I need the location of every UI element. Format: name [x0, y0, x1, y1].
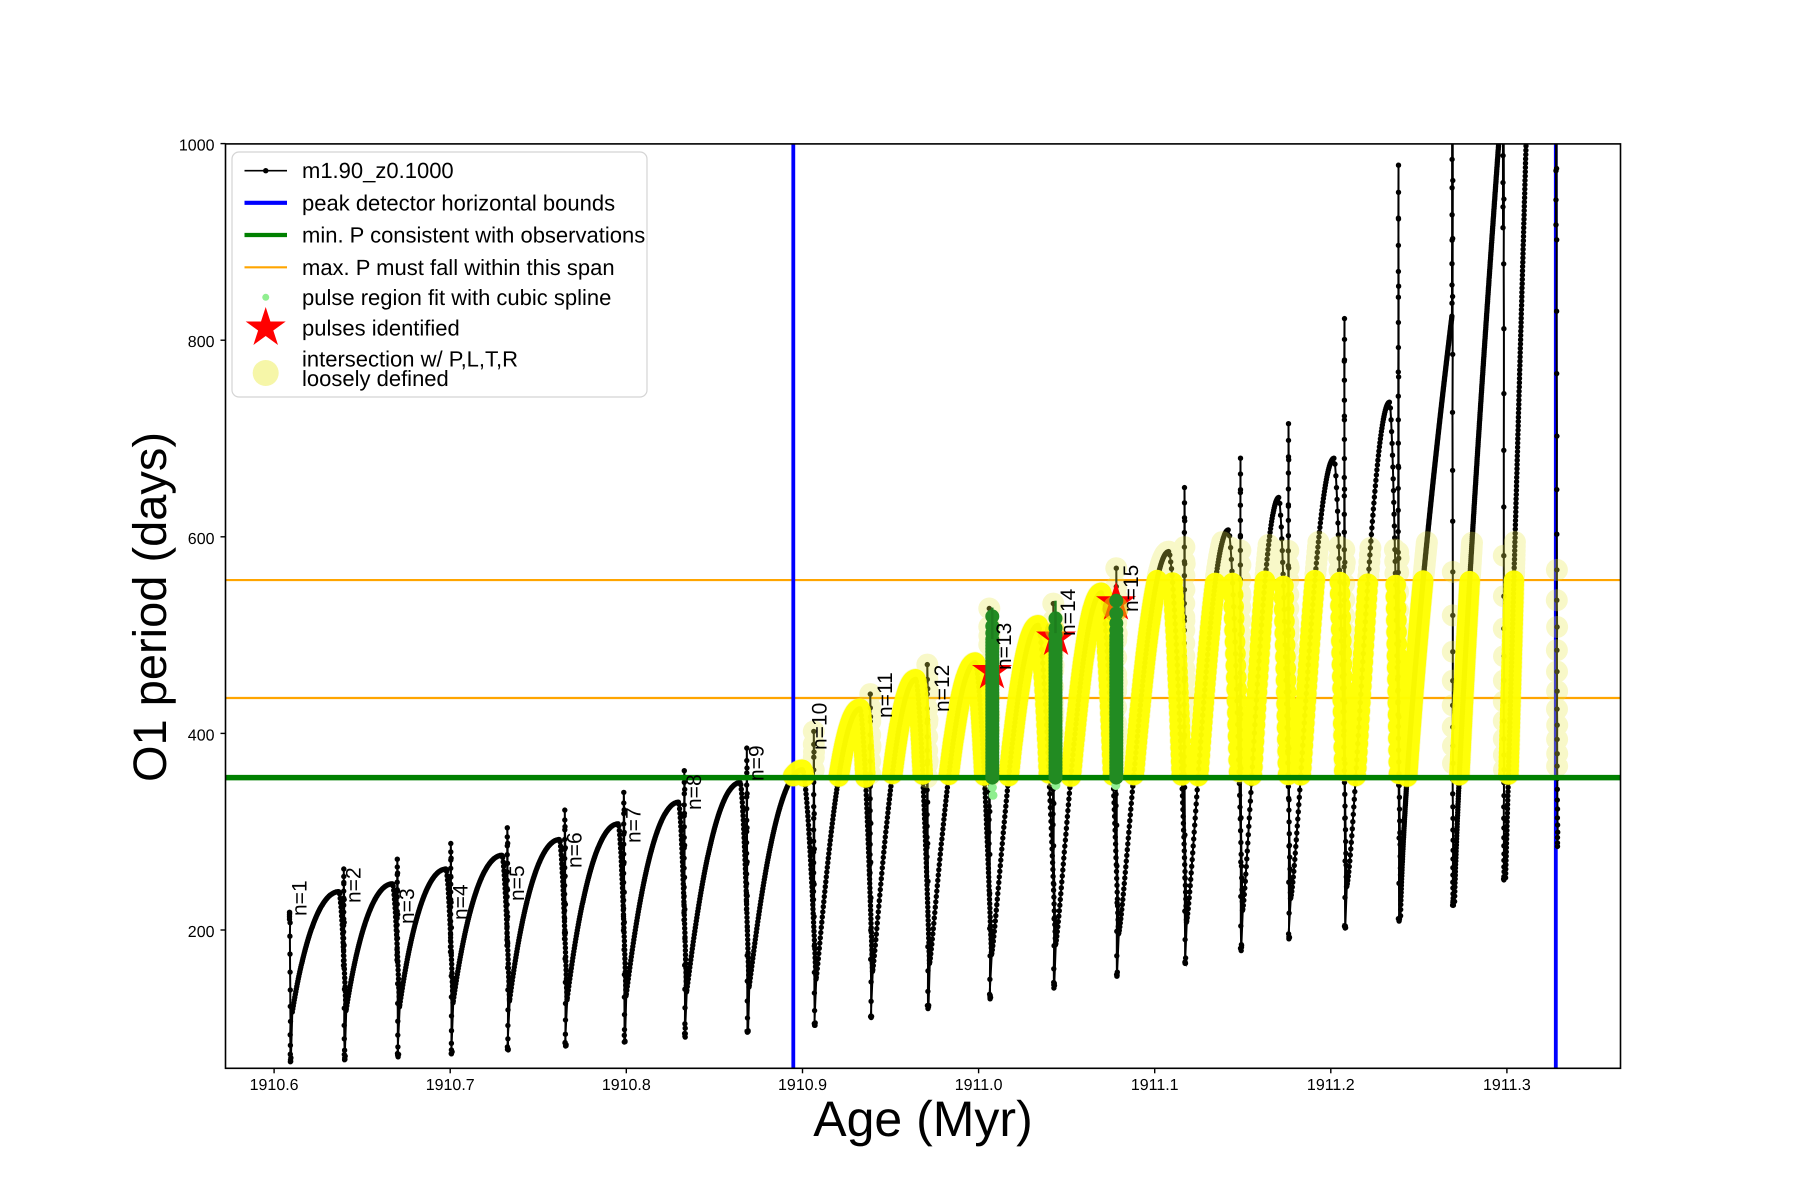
svg-text:Age (Myr): Age (Myr): [813, 1091, 1032, 1147]
svg-text:loosely defined: loosely defined: [302, 366, 449, 391]
svg-text:1910.7: 1910.7: [426, 1077, 475, 1094]
svg-text:400: 400: [188, 727, 215, 744]
svg-text:n=14: n=14: [1057, 588, 1080, 636]
svg-text:n=4: n=4: [450, 884, 473, 920]
svg-text:1910.8: 1910.8: [602, 1077, 651, 1094]
svg-text:1910.9: 1910.9: [778, 1077, 827, 1094]
svg-text:1911.1: 1911.1: [1131, 1077, 1179, 1094]
svg-text:min. P consistent with observa: min. P consistent with observations: [302, 223, 645, 248]
svg-text:n=12: n=12: [931, 665, 954, 712]
svg-text:600: 600: [188, 531, 215, 548]
svg-text:1910.6: 1910.6: [250, 1077, 299, 1094]
svg-text:800: 800: [188, 334, 215, 351]
svg-text:n=15: n=15: [1120, 565, 1143, 612]
svg-text:O1 period (days): O1 period (days): [123, 432, 176, 782]
svg-text:n=8: n=8: [683, 774, 706, 810]
svg-text:n=7: n=7: [623, 807, 646, 843]
svg-text:peak detector horizontal bound: peak detector horizontal bounds: [302, 190, 615, 215]
svg-text:1911.3: 1911.3: [1483, 1077, 1531, 1094]
svg-text:n=10: n=10: [809, 703, 832, 750]
svg-text:1000: 1000: [179, 138, 215, 155]
svg-text:1911.0: 1911.0: [955, 1077, 1003, 1094]
svg-text:n=2: n=2: [343, 867, 366, 903]
svg-text:n=9: n=9: [746, 745, 769, 781]
svg-text:n=13: n=13: [993, 623, 1016, 670]
svg-text:max. P must fall within this s: max. P must fall within this span: [302, 255, 615, 280]
svg-text:pulses identified: pulses identified: [302, 316, 460, 341]
svg-text:n=1: n=1: [289, 880, 312, 916]
svg-text:m1.90_z0.1000: m1.90_z0.1000: [302, 158, 454, 183]
svg-text:n=6: n=6: [564, 832, 587, 868]
svg-text:200: 200: [188, 924, 215, 941]
svg-text:pulse region fit with cubic sp: pulse region fit with cubic spline: [302, 285, 611, 310]
svg-text:intersection w/ P,L,T,R: intersection w/ P,L,T,R: [302, 347, 518, 372]
svg-text:1911.2: 1911.2: [1307, 1077, 1355, 1094]
svg-text:n=3: n=3: [396, 888, 419, 924]
svg-text:n=11: n=11: [874, 672, 897, 718]
svg-text:n=5: n=5: [506, 865, 529, 901]
